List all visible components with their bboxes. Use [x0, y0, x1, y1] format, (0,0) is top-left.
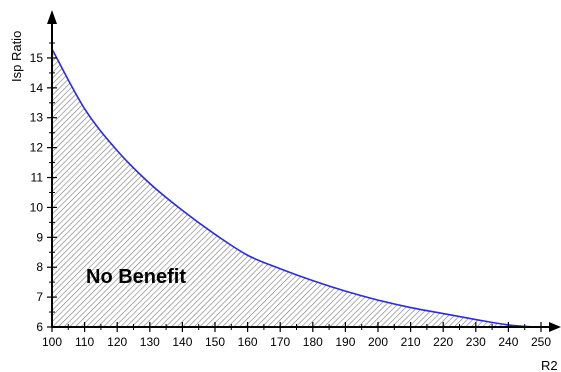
curve-line-0 [51, 48, 535, 328]
x-tick-label-170: 170 [270, 335, 290, 349]
y-tick-label-13: 13 [30, 111, 44, 125]
line-layer [51, 48, 535, 328]
y-tick-label-6: 6 [36, 320, 43, 334]
x-axis-title: R2 [541, 358, 558, 372]
y-tick-label-7: 7 [36, 290, 43, 304]
x-tick-label-200: 200 [368, 335, 388, 349]
x-tick-label-250: 250 [531, 335, 551, 349]
x-tick-label-230: 230 [466, 335, 486, 349]
tick-layer: 100 110 120 130 140 150 160 170 180 190 200 210 220 2… [30, 42, 551, 349]
x-tick-label-130: 130 [140, 335, 160, 349]
x-tick-label-210: 210 [401, 335, 421, 349]
y-tick-label-11: 11 [31, 171, 44, 185]
y-tick-label-15: 15 [30, 51, 44, 65]
x-tick-label-180: 180 [303, 335, 323, 349]
x-axis-arrow-icon [549, 322, 561, 332]
y-axis-arrow-icon [47, 10, 57, 24]
x-tick-label-190: 190 [335, 335, 355, 349]
y-tick-label-9: 9 [36, 230, 43, 244]
label-layer: R2 Isp Ratio No Benefit [9, 31, 558, 372]
x-tick-label-100: 100 [42, 335, 62, 349]
x-tick-label-240: 240 [498, 335, 518, 349]
x-tick-label-140: 140 [172, 335, 192, 349]
x-tick-label-220: 220 [433, 335, 453, 349]
y-tick-label-14: 14 [30, 81, 44, 95]
y-tick-label-12: 12 [30, 141, 44, 155]
no-benefit-label: No Benefit [86, 266, 186, 288]
y-axis-title: Isp Ratio [9, 31, 24, 82]
x-tick-label-110: 110 [75, 335, 94, 349]
x-tick-label-160: 160 [238, 335, 258, 349]
hatched-area-0 [52, 48, 535, 327]
y-tick-label-10: 10 [30, 200, 44, 214]
area-layer [52, 48, 535, 327]
y-tick-label-8: 8 [36, 260, 43, 274]
axis-layer [47, 10, 561, 332]
x-tick-label-120: 120 [107, 335, 127, 349]
x-tick-label-150: 150 [205, 335, 225, 349]
